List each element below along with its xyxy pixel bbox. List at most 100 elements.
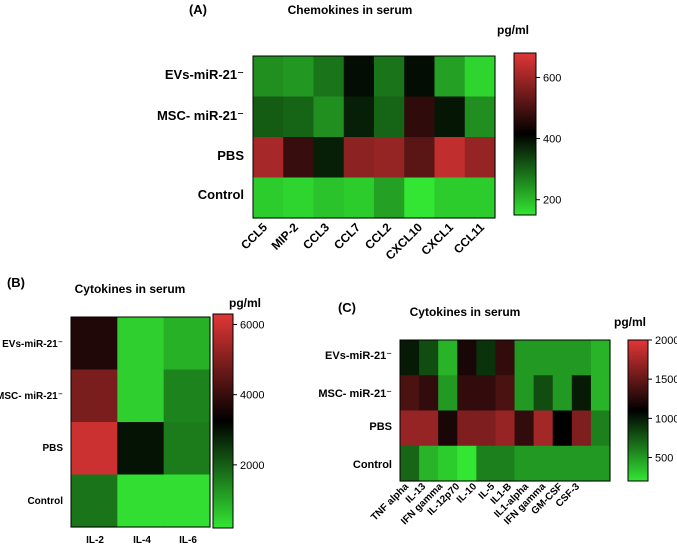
panel-c-heat-cell (571, 410, 592, 447)
panel-c-letter: (C) (338, 300, 356, 315)
panel-a-title: Chemokines in serum (288, 3, 413, 17)
panel-c-heat-cell (419, 445, 439, 482)
panel-a-row-label: PBS (217, 148, 244, 163)
panel-a-heat-cell (253, 177, 284, 219)
panel-a: (A) Chemokines in serum pg/ml EVs-miR-21… (157, 2, 561, 263)
panel-b-heat-cell (163, 422, 211, 476)
panel-a-column-label: CCL7 (331, 220, 363, 252)
panel-c-heat-cell (533, 340, 554, 376)
panel-b-row-label: Control (27, 496, 63, 507)
panel-b-cells (70, 316, 211, 528)
panel-c: (C) Cytokines in serum pg/ml EVs-miR-21⁻… (318, 300, 677, 527)
panel-a-heat-cell (283, 56, 315, 98)
panel-c-heat-cell (400, 410, 420, 447)
panel-c-heat-cell (400, 340, 420, 376)
panel-a-heat-cell (343, 96, 375, 138)
panel-b-row-label: MSC- miR-21⁻ (0, 391, 63, 402)
panel-c-heat-cell (419, 340, 439, 376)
panel-a-heat-cell (283, 177, 315, 219)
panel-c-heat-cell (476, 410, 497, 447)
panel-c-heat-cell (419, 375, 439, 412)
panel-a-colorbar-tick-label: 400 (543, 134, 561, 146)
panel-c-heat-cell (438, 375, 458, 412)
panel-c-colorbar: 500 1000 1500 2000 (627, 335, 677, 482)
panel-b-heat-cell (163, 317, 211, 371)
panel-a-colorbar-gradient (513, 52, 537, 216)
panel-b-column-label: IL-6 (179, 535, 197, 544)
panel-a-column-label: CCL3 (300, 220, 332, 252)
panel-b-row-label: EVs-miR-21⁻ (2, 339, 63, 350)
panel-a-heat-cell (464, 56, 496, 98)
panel-c-heat-cell (552, 410, 573, 447)
panel-a-heat-cell (404, 96, 436, 138)
panel-b-column-label: IL-2 (86, 535, 104, 544)
panel-a-heat-cell (283, 96, 315, 138)
panel-b-heat-cell (163, 474, 211, 528)
panel-b-row-label: PBS (42, 443, 63, 454)
panel-a-column-labels: CCL5 MIP-2 CCL3 CCL7 CCL2 CXCL10 CXCL1 C… (238, 220, 487, 263)
panel-c-row-labels: EVs-miR-21⁻ MSC- miR-21⁻ PBS Control (318, 350, 392, 471)
panel-a-heat-cell (343, 177, 375, 219)
panel-a-heat-cell (404, 177, 436, 219)
panel-a-heat-cell (343, 137, 375, 179)
panel-b-colorbar-gradient (212, 313, 234, 529)
panel-b-heatmap-border (70, 316, 211, 528)
panel-a-heat-cell (404, 56, 436, 98)
panel-c-colorbar-tick-label: 1000 (655, 413, 677, 425)
panel-c-heat-cell (495, 375, 516, 412)
panel-a-row-label: EVs-miR-21⁻ (165, 67, 244, 82)
panel-c-heat-cell (533, 445, 554, 482)
panel-c-cells (399, 339, 611, 482)
panel-c-heat-cell (552, 445, 573, 482)
panel-c-row-label: EVs-miR-21⁻ (325, 350, 392, 362)
panel-c-heat-cell (571, 375, 592, 412)
panel-a-heat-cell (253, 137, 284, 179)
panel-c-heat-cell (400, 375, 420, 412)
panel-b-colorbar-tick-label: 4000 (240, 390, 264, 402)
panel-a-heat-cell (434, 56, 466, 98)
panel-c-heat-cell (476, 445, 497, 482)
panel-c-heat-cell (571, 445, 592, 482)
panel-b-title: Cytokines in serum (75, 282, 186, 296)
panel-c-heat-cell (419, 410, 439, 447)
panel-a-heat-cell (464, 137, 496, 179)
panel-c-title: Cytokines in serum (410, 305, 521, 319)
panel-a-heat-cell (283, 137, 315, 179)
panel-c-heat-cell (476, 340, 497, 376)
panel-a-heat-cell (374, 56, 405, 98)
panel-a-cells (252, 55, 496, 219)
panel-a-unit-label: pg/ml (497, 23, 529, 37)
panel-a-heat-cell (374, 96, 405, 138)
panel-a-column-label: CCL11 (451, 220, 488, 257)
panel-c-heat-cell (457, 445, 477, 482)
panel-a-heat-cell (313, 56, 345, 98)
panel-b-colorbar-tick-label: 2000 (240, 460, 264, 472)
panel-c-heat-cell (533, 375, 554, 412)
panel-b-heat-cell (117, 422, 165, 476)
panel-c-colorbar-tick-label: 500 (655, 453, 673, 465)
panel-a-heat-cell (253, 96, 284, 138)
panel-c-row-label: MSC- miR-21⁻ (318, 388, 392, 400)
panel-c-colorbar-tick-label: 1500 (655, 374, 677, 386)
panel-a-column-label: MIP-2 (269, 220, 302, 253)
panel-c-heat-cell (571, 340, 592, 376)
panel-c-heat-cell (495, 410, 516, 447)
panel-a-heat-cell (434, 96, 466, 138)
panel-b-heat-cell (163, 369, 211, 423)
panel-a-colorbar-tick-label: 600 (543, 72, 561, 84)
panel-c-heat-cell (438, 340, 458, 376)
panel-c-colorbar-tick-label: 2000 (655, 335, 677, 347)
panel-c-column-label: IL-10 (455, 481, 480, 506)
panel-a-heat-cell (464, 177, 496, 219)
panel-a-column-label: CCL5 (238, 220, 270, 252)
panel-c-colorbar-gradient (627, 339, 649, 482)
panel-a-colorbar-tick-label: 200 (543, 195, 561, 207)
panel-a-heat-cell (313, 96, 345, 138)
panel-c-unit-label: pg/ml (614, 315, 646, 329)
panel-c-heat-cell (514, 410, 535, 447)
panel-a-heat-cell (434, 177, 466, 219)
panel-a-heat-cell (253, 56, 284, 98)
panel-c-heat-cell (590, 375, 611, 412)
panel-a-row-labels: EVs-miR-21⁻ MSC- miR-21⁻ PBS Control (157, 67, 244, 202)
